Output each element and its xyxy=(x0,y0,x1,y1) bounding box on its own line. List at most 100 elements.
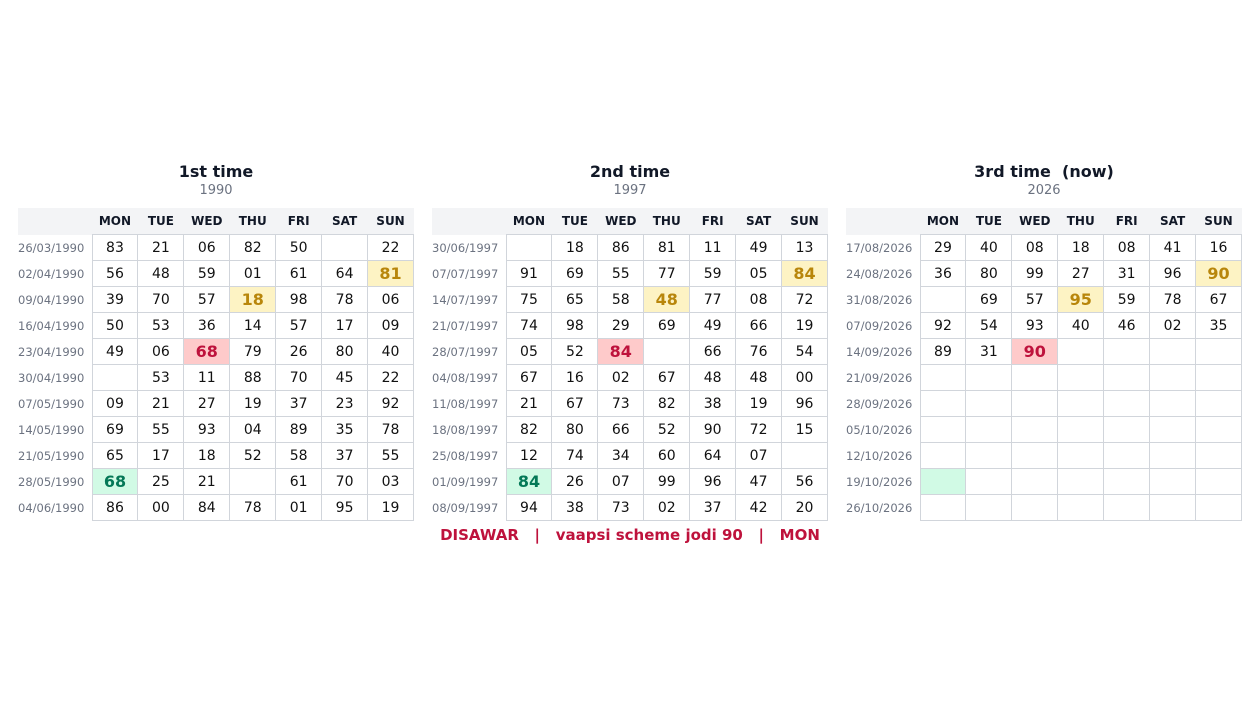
day-cell xyxy=(1011,364,1059,391)
day-cell: 08 xyxy=(735,286,783,313)
day-cell xyxy=(965,416,1013,443)
day-header: WED xyxy=(183,208,230,235)
week-date: 18/08/1997 xyxy=(432,422,499,437)
day-header: MON xyxy=(920,208,966,235)
day-cell: 00 xyxy=(781,364,828,391)
week-row: 26/03/1990 83 21 06 82 50 22 xyxy=(18,234,414,261)
day-cell: 39 xyxy=(91,286,139,313)
day-cell: 01 xyxy=(275,494,323,521)
header-corner xyxy=(432,208,506,235)
day-cell: 21 xyxy=(137,234,185,261)
week-date: 19/10/2026 xyxy=(846,474,913,489)
panel-year: 1997 xyxy=(613,183,647,198)
week-row: 08/09/1997 94 38 73 02 37 42 20 xyxy=(432,494,828,521)
day-cell: 45 xyxy=(321,364,369,391)
day-cell: 98 xyxy=(551,312,599,339)
day-cell: 11 xyxy=(183,364,231,391)
day-cell: 55 xyxy=(137,416,185,443)
week-date: 25/08/1997 xyxy=(432,448,499,463)
day-cell: 57 xyxy=(1011,286,1059,313)
day-cell: 18 xyxy=(229,286,277,313)
day-cell: 35 xyxy=(1195,312,1242,339)
day-cell: 61 xyxy=(275,468,323,495)
week-date: 09/04/1990 xyxy=(18,292,85,307)
week-date: 17/08/2026 xyxy=(846,240,913,255)
day-cell xyxy=(91,364,139,391)
day-cell: 55 xyxy=(597,260,645,287)
panel-title: 3rd time (now) xyxy=(974,162,1114,181)
day-cell: 60 xyxy=(643,442,691,469)
day-cell: 66 xyxy=(689,338,737,365)
day-header: FRI xyxy=(1103,208,1150,235)
day-cell: 02 xyxy=(597,364,645,391)
day-cell: 90 xyxy=(1011,338,1059,365)
week-row: 14/07/1997 75 65 58 48 77 08 72 xyxy=(432,286,828,313)
day-cell xyxy=(1149,494,1197,521)
day-cell: 48 xyxy=(735,364,783,391)
header-corner xyxy=(18,208,92,235)
day-cell xyxy=(1195,364,1242,391)
day-cell: 37 xyxy=(275,390,323,417)
day-cell: 36 xyxy=(919,260,967,287)
day-header: SUN xyxy=(781,208,828,235)
day-cell: 73 xyxy=(597,390,645,417)
day-cell xyxy=(229,468,277,495)
day-cell: 48 xyxy=(689,364,737,391)
day-cell: 92 xyxy=(919,312,967,339)
week-row: 28/07/1997 05 52 84 66 76 54 xyxy=(432,338,828,365)
day-cell: 75 xyxy=(505,286,553,313)
day-cell: 11 xyxy=(689,234,737,261)
day-cell xyxy=(1149,364,1197,391)
day-cell: 88 xyxy=(229,364,277,391)
day-cell: 21 xyxy=(505,390,553,417)
day-cell xyxy=(965,390,1013,417)
day-cell xyxy=(1149,442,1197,469)
day-cell: 50 xyxy=(275,234,323,261)
week-row: 24/08/2026 36 80 99 27 31 96 90 xyxy=(846,260,1242,287)
week-date: 07/05/1990 xyxy=(18,396,85,411)
day-cell: 56 xyxy=(781,468,828,495)
day-cell: 31 xyxy=(1103,260,1151,287)
day-cell: 96 xyxy=(781,390,828,417)
day-cell: 19 xyxy=(229,390,277,417)
day-cell: 99 xyxy=(643,468,691,495)
day-cell: 17 xyxy=(137,442,185,469)
day-cell: 03 xyxy=(367,468,414,495)
week-row: 21/05/1990 65 17 18 52 58 37 55 xyxy=(18,442,414,469)
day-cell xyxy=(919,286,967,313)
day-cell: 22 xyxy=(367,234,414,261)
day-cell: 77 xyxy=(689,286,737,313)
day-cell: 41 xyxy=(1149,234,1197,261)
day-cell: 67 xyxy=(1195,286,1242,313)
week-row: 21/07/1997 74 98 29 69 49 66 19 xyxy=(432,312,828,339)
day-cell: 38 xyxy=(689,390,737,417)
day-cell: 82 xyxy=(643,390,691,417)
day-cell: 70 xyxy=(321,468,369,495)
day-cell xyxy=(1057,338,1105,365)
calendar-table: MON TUE WED THU FRI SAT SUN 26/03/1990 83 21 06 82 5… xyxy=(18,208,414,521)
day-cell: 80 xyxy=(321,338,369,365)
week-row: 04/06/1990 86 00 84 78 01 95 19 xyxy=(18,494,414,521)
week-row: 25/08/1997 12 74 34 60 64 07 xyxy=(432,442,828,469)
day-cell xyxy=(1195,494,1242,521)
day-cell xyxy=(919,494,967,521)
day-cell: 84 xyxy=(597,338,645,365)
day-cell: 36 xyxy=(183,312,231,339)
day-cell xyxy=(1057,390,1105,417)
week-date: 28/09/2026 xyxy=(846,396,913,411)
day-cell: 78 xyxy=(367,416,414,443)
panel-year: 2026 xyxy=(1027,183,1061,198)
day-cell: 37 xyxy=(321,442,369,469)
day-cell: 67 xyxy=(505,364,553,391)
day-cell: 02 xyxy=(1149,312,1197,339)
week-row: 07/05/1990 09 21 27 19 37 23 92 xyxy=(18,390,414,417)
day-header: THU xyxy=(229,208,276,235)
day-cell: 96 xyxy=(1149,260,1197,287)
day-cell: 74 xyxy=(505,312,553,339)
panel-title: 2nd time xyxy=(589,162,671,181)
week-date: 28/07/1997 xyxy=(432,344,499,359)
day-cell: 54 xyxy=(781,338,828,365)
week-date: 12/10/2026 xyxy=(846,448,913,463)
day-cell xyxy=(919,416,967,443)
day-cell xyxy=(1011,416,1059,443)
